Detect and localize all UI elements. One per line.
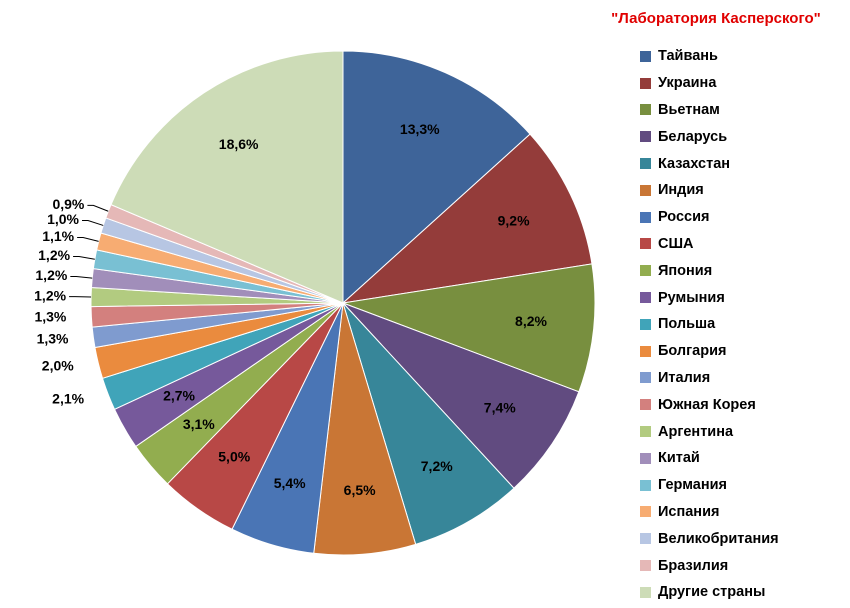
data-label-5: 6,5% [344,482,376,498]
legend-swatch-1 [640,77,651,89]
data-label-17: 1,1% [42,228,74,244]
legend-item-5: Индия [640,177,779,204]
pie-slice-4 [342,302,515,545]
legend-label-11: Болгария [658,343,727,360]
legend-label-6: Россия [658,209,710,226]
legend-item-18: Великобритания [640,525,779,552]
data-label-19: 0,9% [52,196,84,212]
legend-swatch-8 [640,265,651,277]
leader-line-18 [82,220,104,226]
legend-item-9: Румыния [640,284,779,311]
data-label-3: 7,4% [484,399,516,415]
data-label-9: 2,7% [163,388,195,404]
legend-label-10: Польша [658,316,716,333]
data-label-8: 3,1% [183,416,215,432]
data-label-10: 2,1% [52,390,84,406]
legend-item-15: Китай [640,445,779,472]
legend-item-6: Россия [640,204,779,231]
legend-label-8: Япония [658,262,713,279]
legend-swatch-0 [640,50,651,62]
legend-swatch-13 [640,399,651,411]
data-label-11: 2,0% [42,358,74,374]
legend-item-11: Болгария [640,338,779,365]
legend-label-7: США [658,235,694,252]
legend-item-3: Беларусь [640,123,779,150]
legend-swatch-10 [640,318,651,330]
legend-swatch-18 [640,533,651,545]
data-label-1: 9,2% [498,212,530,228]
legend-item-1: Украина [640,70,779,97]
legend-label-14: Аргентина [658,423,734,440]
legend-label-18: Великобритания [658,530,779,547]
legend-item-0: Тайвань [640,43,779,70]
legend-swatch-6 [640,211,651,223]
legend-item-8: Япония [640,257,779,284]
legend-swatch-3 [640,131,651,143]
pie-slice-2 [341,263,596,393]
data-label-16: 1,2% [38,247,70,263]
legend-swatch-20 [640,586,651,598]
legend-item-7: США [640,231,779,258]
data-label-14: 1,2% [34,287,66,303]
data-label-13: 1,3% [34,308,66,324]
legend-swatch-12 [640,372,651,384]
data-label-18: 1,0% [47,211,79,227]
legend-label-5: Индия [658,182,704,199]
legend-swatch-16 [640,479,651,491]
legend-label-0: Тайвань [658,48,718,65]
legend-label-20: Другие страны [658,584,766,601]
legend-label-15: Китай [658,450,700,467]
legend-swatch-5 [640,184,651,196]
legend-swatch-19 [640,560,651,572]
pie-slice-3 [342,302,580,489]
legend-item-2: Вьетнам [640,97,779,124]
legend-item-4: Казахстан [640,150,779,177]
legend-item-12: Италия [640,365,779,392]
legend-label-19: Бразилия [658,557,729,574]
legend-item-13: Южная Корея [640,391,779,418]
legend-item-16: Германия [640,472,779,499]
data-label-4: 7,2% [421,458,453,474]
leader-line-16 [73,255,95,260]
data-label-15: 1,2% [35,267,67,283]
pie-slice-20 [110,50,344,304]
leader-line-17 [77,237,99,242]
legend-label-3: Беларусь [658,128,728,145]
legend-swatch-9 [640,292,651,304]
legend-swatch-2 [640,104,651,116]
legend-swatch-7 [640,238,651,250]
legend-item-17: Испания [640,499,779,526]
pie-slice-0 [342,50,531,305]
legend-item-19: Бразилия [640,552,779,579]
legend-swatch-14 [640,426,651,438]
legend-swatch-11 [640,345,651,357]
legend-label-12: Италия [658,369,711,386]
legend-swatch-15 [640,452,651,464]
legend-label-16: Германия [658,477,727,494]
legend-label-13: Южная Корея [658,396,756,413]
legend-swatch-17 [640,506,651,518]
chart-title: "Лаборатория Касперского" [611,10,821,27]
data-label-6: 5,4% [274,475,306,491]
legend-item-10: Польша [640,311,779,338]
leader-line-19 [87,204,109,212]
data-label-7: 5,0% [218,448,250,464]
legend-item-20: Другие страны [640,579,779,606]
data-label-0: 13,3% [400,121,440,137]
legend-label-4: Казахстан [658,155,731,172]
legend-label-1: Украина [658,75,717,92]
chart-legend: Тайвань Украина Вьетнам Беларусь Казахстан Ин… [640,43,779,606]
legend-label-2: Вьетнам [658,101,720,118]
legend-item-14: Аргентина [640,418,779,445]
legend-label-17: Испания [658,503,720,520]
pie-slice-1 [341,133,593,304]
data-label-12: 1,3% [37,330,69,346]
legend-label-9: Румыния [658,289,725,306]
legend-swatch-4 [640,158,651,170]
data-label-2: 8,2% [515,313,547,329]
data-label-20: 18,6% [219,136,259,152]
leader-line-15 [70,275,93,279]
